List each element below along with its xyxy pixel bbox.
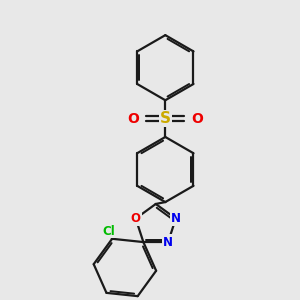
- Text: N: N: [163, 236, 173, 249]
- Text: O: O: [127, 112, 139, 126]
- Text: N: N: [171, 212, 181, 225]
- Text: O: O: [131, 212, 141, 225]
- Text: Cl: Cl: [102, 225, 115, 238]
- Text: O: O: [192, 112, 204, 126]
- Text: S: S: [160, 111, 171, 126]
